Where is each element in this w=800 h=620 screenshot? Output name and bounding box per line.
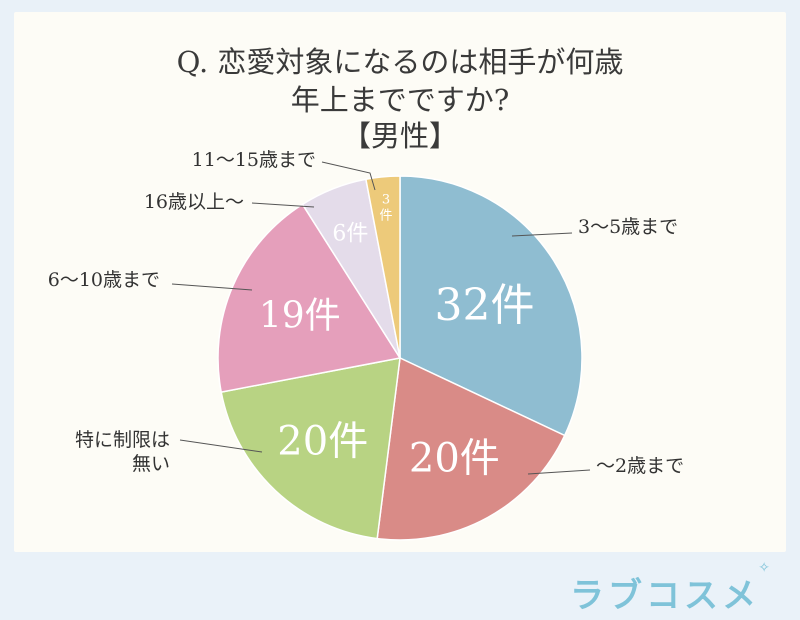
leader-line-1	[527, 469, 591, 475]
pie-slice-3	[217, 203, 402, 393]
category-label-2-line-1: 無い	[132, 453, 170, 475]
category-label-1: 〜2歳まで	[596, 455, 684, 477]
category-label-3: 6〜10歳まで	[48, 269, 160, 291]
leader-line-5	[321, 161, 376, 191]
pie-slice-5	[365, 175, 401, 359]
value-label-0: 32件	[435, 280, 535, 331]
title-line-3: 【男性】	[342, 119, 458, 153]
value-labels: 32件 20件 20件 19件 6件 3件	[259, 192, 535, 481]
category-label-0: 3〜5歳まで	[578, 216, 678, 238]
chart-title: Q. 恋愛対象になるのは相手が何歳 年上までですか? 【男性】	[177, 45, 624, 153]
pie-slice-1	[376, 356, 566, 541]
value-label-1: 20件	[409, 435, 500, 481]
brand-logo: ラブコスメ	[570, 576, 760, 616]
title-line-1: Q. 恋愛対象になるのは相手が何歳	[177, 45, 624, 79]
pie-slice-2	[220, 357, 401, 540]
pie-slices	[217, 175, 583, 541]
category-label-2-line-0: 特に制限は	[75, 429, 170, 451]
footer-band	[0, 560, 800, 620]
title-line-2: 年上までですか?	[291, 83, 510, 117]
pie-slice-0	[399, 175, 583, 437]
value-label-3: 19件	[259, 296, 341, 337]
sparkle-icon: ✧	[758, 560, 770, 576]
leader-lines	[171, 161, 591, 475]
category-label-5: 11〜15歳まで	[192, 149, 316, 171]
value-label-5-line-0: 3	[382, 192, 390, 207]
leader-line-3	[171, 283, 253, 291]
leader-line-0	[511, 232, 573, 237]
leader-line-4	[251, 202, 315, 208]
value-label-5-line-1: 件	[379, 208, 392, 223]
category-label-4: 16歳以上〜	[144, 191, 244, 213]
leader-line-2	[179, 439, 263, 453]
value-label-4: 6件	[332, 222, 368, 247]
value-label-2: 20件	[277, 419, 368, 465]
